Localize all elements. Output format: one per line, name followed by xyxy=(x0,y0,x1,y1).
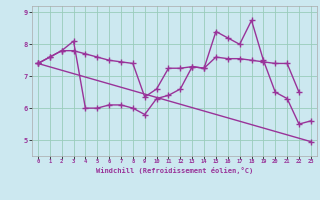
X-axis label: Windchill (Refroidissement éolien,°C): Windchill (Refroidissement éolien,°C) xyxy=(96,167,253,174)
